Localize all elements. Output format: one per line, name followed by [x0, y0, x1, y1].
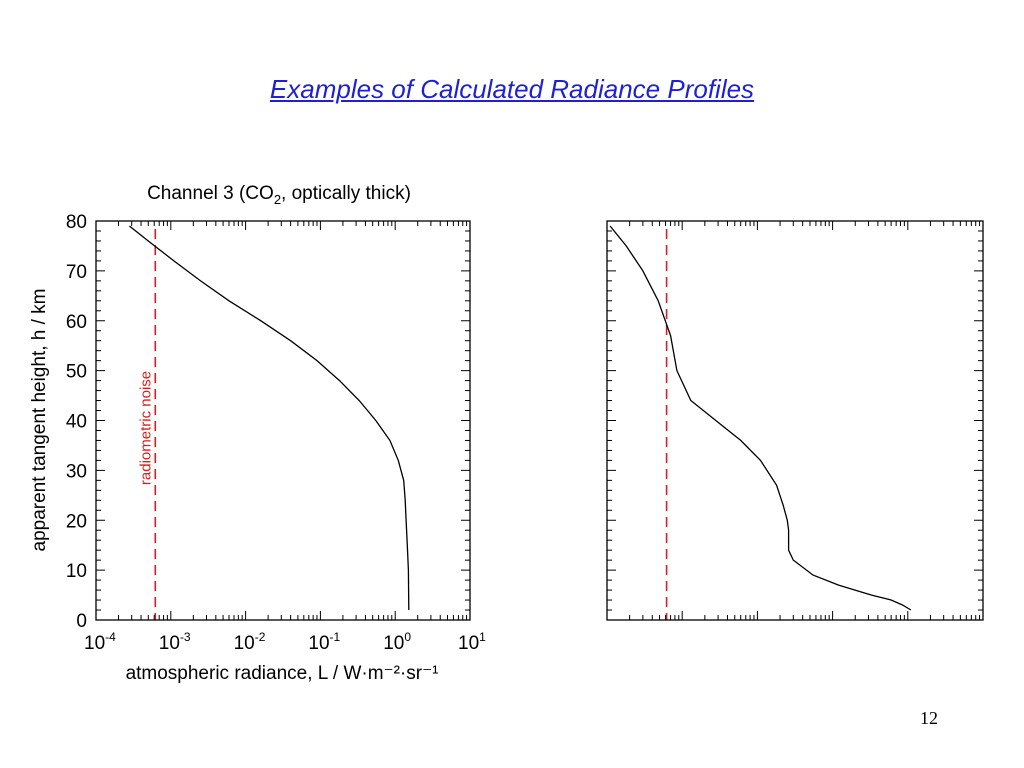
chart-channel-3: Channel 3 (CO2, optically thick) 0 10 20 30…: [29, 183, 486, 684]
y-tick-label: 30: [66, 461, 87, 482]
plot-frame: [606, 220, 984, 621]
radiance-profile-line: [609, 225, 912, 611]
plot-frame: [95, 220, 471, 621]
y-tick-label: 40: [66, 412, 87, 433]
y-tick-label: 70: [66, 262, 87, 283]
slide-title: Examples of Calculated Radiance Profiles: [269, 74, 755, 104]
axis-ticks: [606, 220, 983, 621]
chart-title: Channel 3 (CO2, optically thick): [147, 183, 411, 207]
x-axis-label: atmospheric radiance, L / W·m⁻²·sr⁻¹: [126, 663, 439, 684]
chart-second: [606, 220, 984, 621]
y-tick-label: 20: [66, 511, 87, 532]
x-tick-labels: 10-4 10-3 10-2 10-1 100 101: [84, 630, 486, 654]
y-tick-label: 10: [66, 561, 87, 582]
x-tick-label: 10-2: [234, 630, 266, 654]
y-tick-label: 0: [76, 611, 87, 632]
radiometric-noise-label: radiometric noise: [137, 371, 154, 485]
x-tick-label: 10-1: [308, 630, 340, 654]
y-axis-label: apparent tangent height, h / km: [29, 288, 50, 551]
y-tick-label: 60: [66, 312, 87, 333]
x-tick-label: 101: [458, 630, 486, 654]
x-tick-label: 10-4: [84, 630, 116, 654]
slide-page-number: 12: [920, 708, 938, 728]
y-tick-label: 80: [66, 212, 87, 233]
y-tick-label: 50: [66, 362, 87, 383]
y-tick-labels: 0 10 20 30 40 50 60 70 80: [66, 212, 87, 632]
axis-ticks: [95, 220, 470, 621]
x-tick-label: 100: [383, 630, 411, 654]
radiance-profile-line: [128, 225, 410, 611]
x-tick-label: 10-3: [159, 630, 191, 654]
